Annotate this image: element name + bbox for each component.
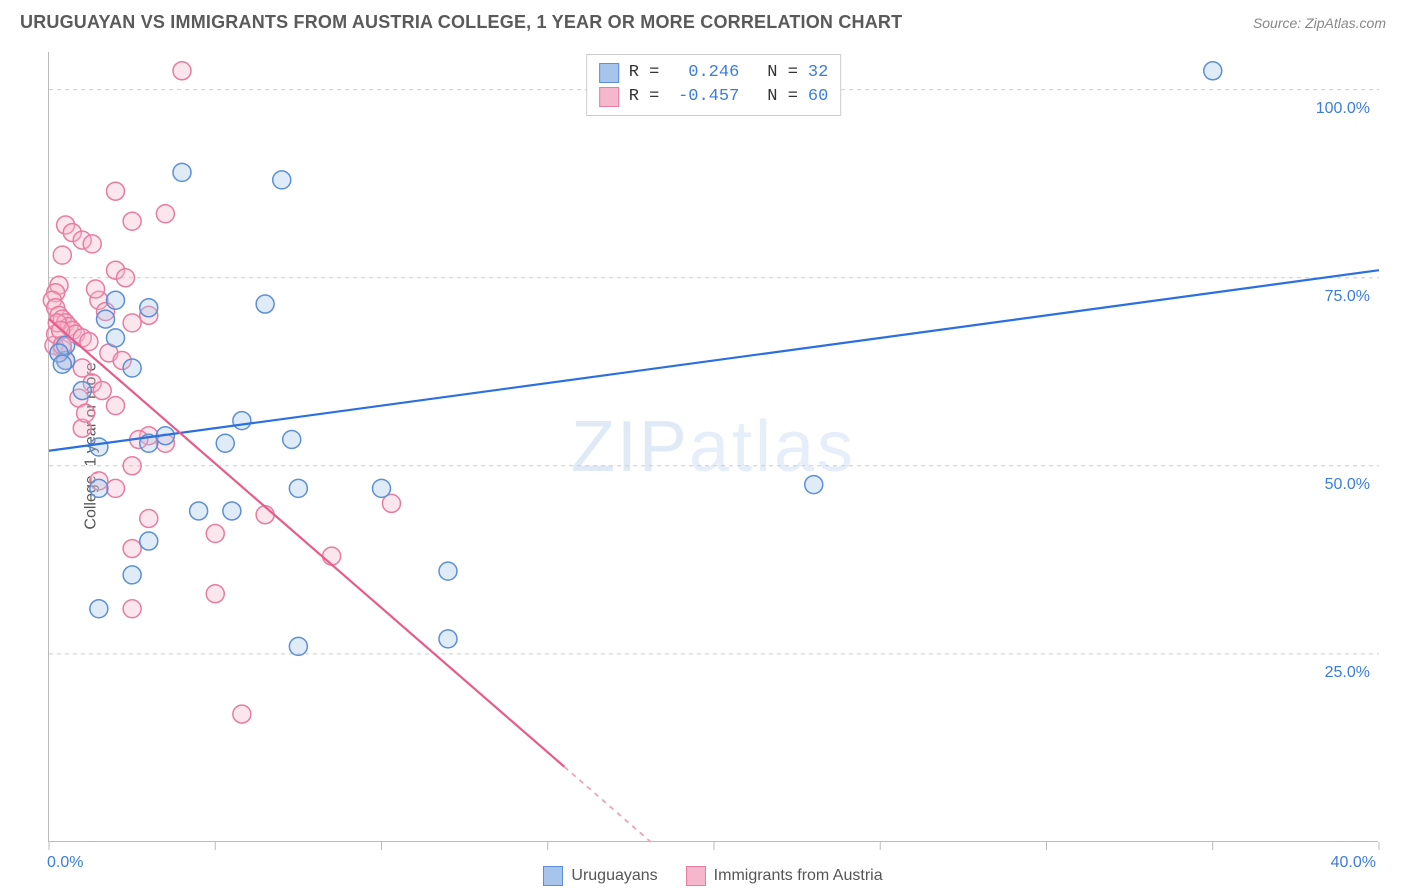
legend-item-austria: Immigrants from Austria	[686, 866, 883, 886]
source-credit: Source: ZipAtlas.com	[1253, 15, 1386, 31]
n-label: N =	[767, 85, 798, 109]
legend-label-austria: Immigrants from Austria	[714, 867, 883, 885]
plot-area: ZIPatlas R = 0.246 N = 32 R = -0.457 N =…	[48, 52, 1378, 842]
y-tick-label: 50.0%	[1325, 476, 1370, 494]
scatter-svg	[49, 52, 1378, 841]
legend-label-uruguayans: Uruguayans	[571, 867, 657, 885]
r-value-uruguayans: 0.246	[669, 61, 739, 85]
legend-item-uruguayans: Uruguayans	[543, 866, 657, 886]
chart-title: URUGUAYAN VS IMMIGRANTS FROM AUSTRIA COL…	[20, 12, 902, 33]
n-value-austria: 60	[808, 85, 828, 109]
legend-row-austria: R = -0.457 N = 60	[599, 85, 829, 109]
r-label: R =	[629, 61, 660, 85]
series-legend: Uruguayans Immigrants from Austria	[48, 866, 1378, 886]
n-value-uruguayans: 32	[808, 61, 828, 85]
r-value-austria: -0.457	[669, 85, 739, 109]
correlation-legend: R = 0.246 N = 32 R = -0.457 N = 60	[586, 54, 842, 116]
legend-row-uruguayans: R = 0.246 N = 32	[599, 61, 829, 85]
swatch-austria-b	[686, 866, 706, 886]
swatch-austria	[599, 87, 619, 107]
swatch-uruguayans-b	[543, 866, 563, 886]
y-tick-label: 100.0%	[1316, 100, 1370, 118]
swatch-uruguayans	[599, 63, 619, 83]
y-tick-label: 75.0%	[1325, 288, 1370, 306]
y-tick-label: 25.0%	[1325, 664, 1370, 682]
r-label: R =	[629, 85, 660, 109]
n-label: N =	[767, 61, 798, 85]
